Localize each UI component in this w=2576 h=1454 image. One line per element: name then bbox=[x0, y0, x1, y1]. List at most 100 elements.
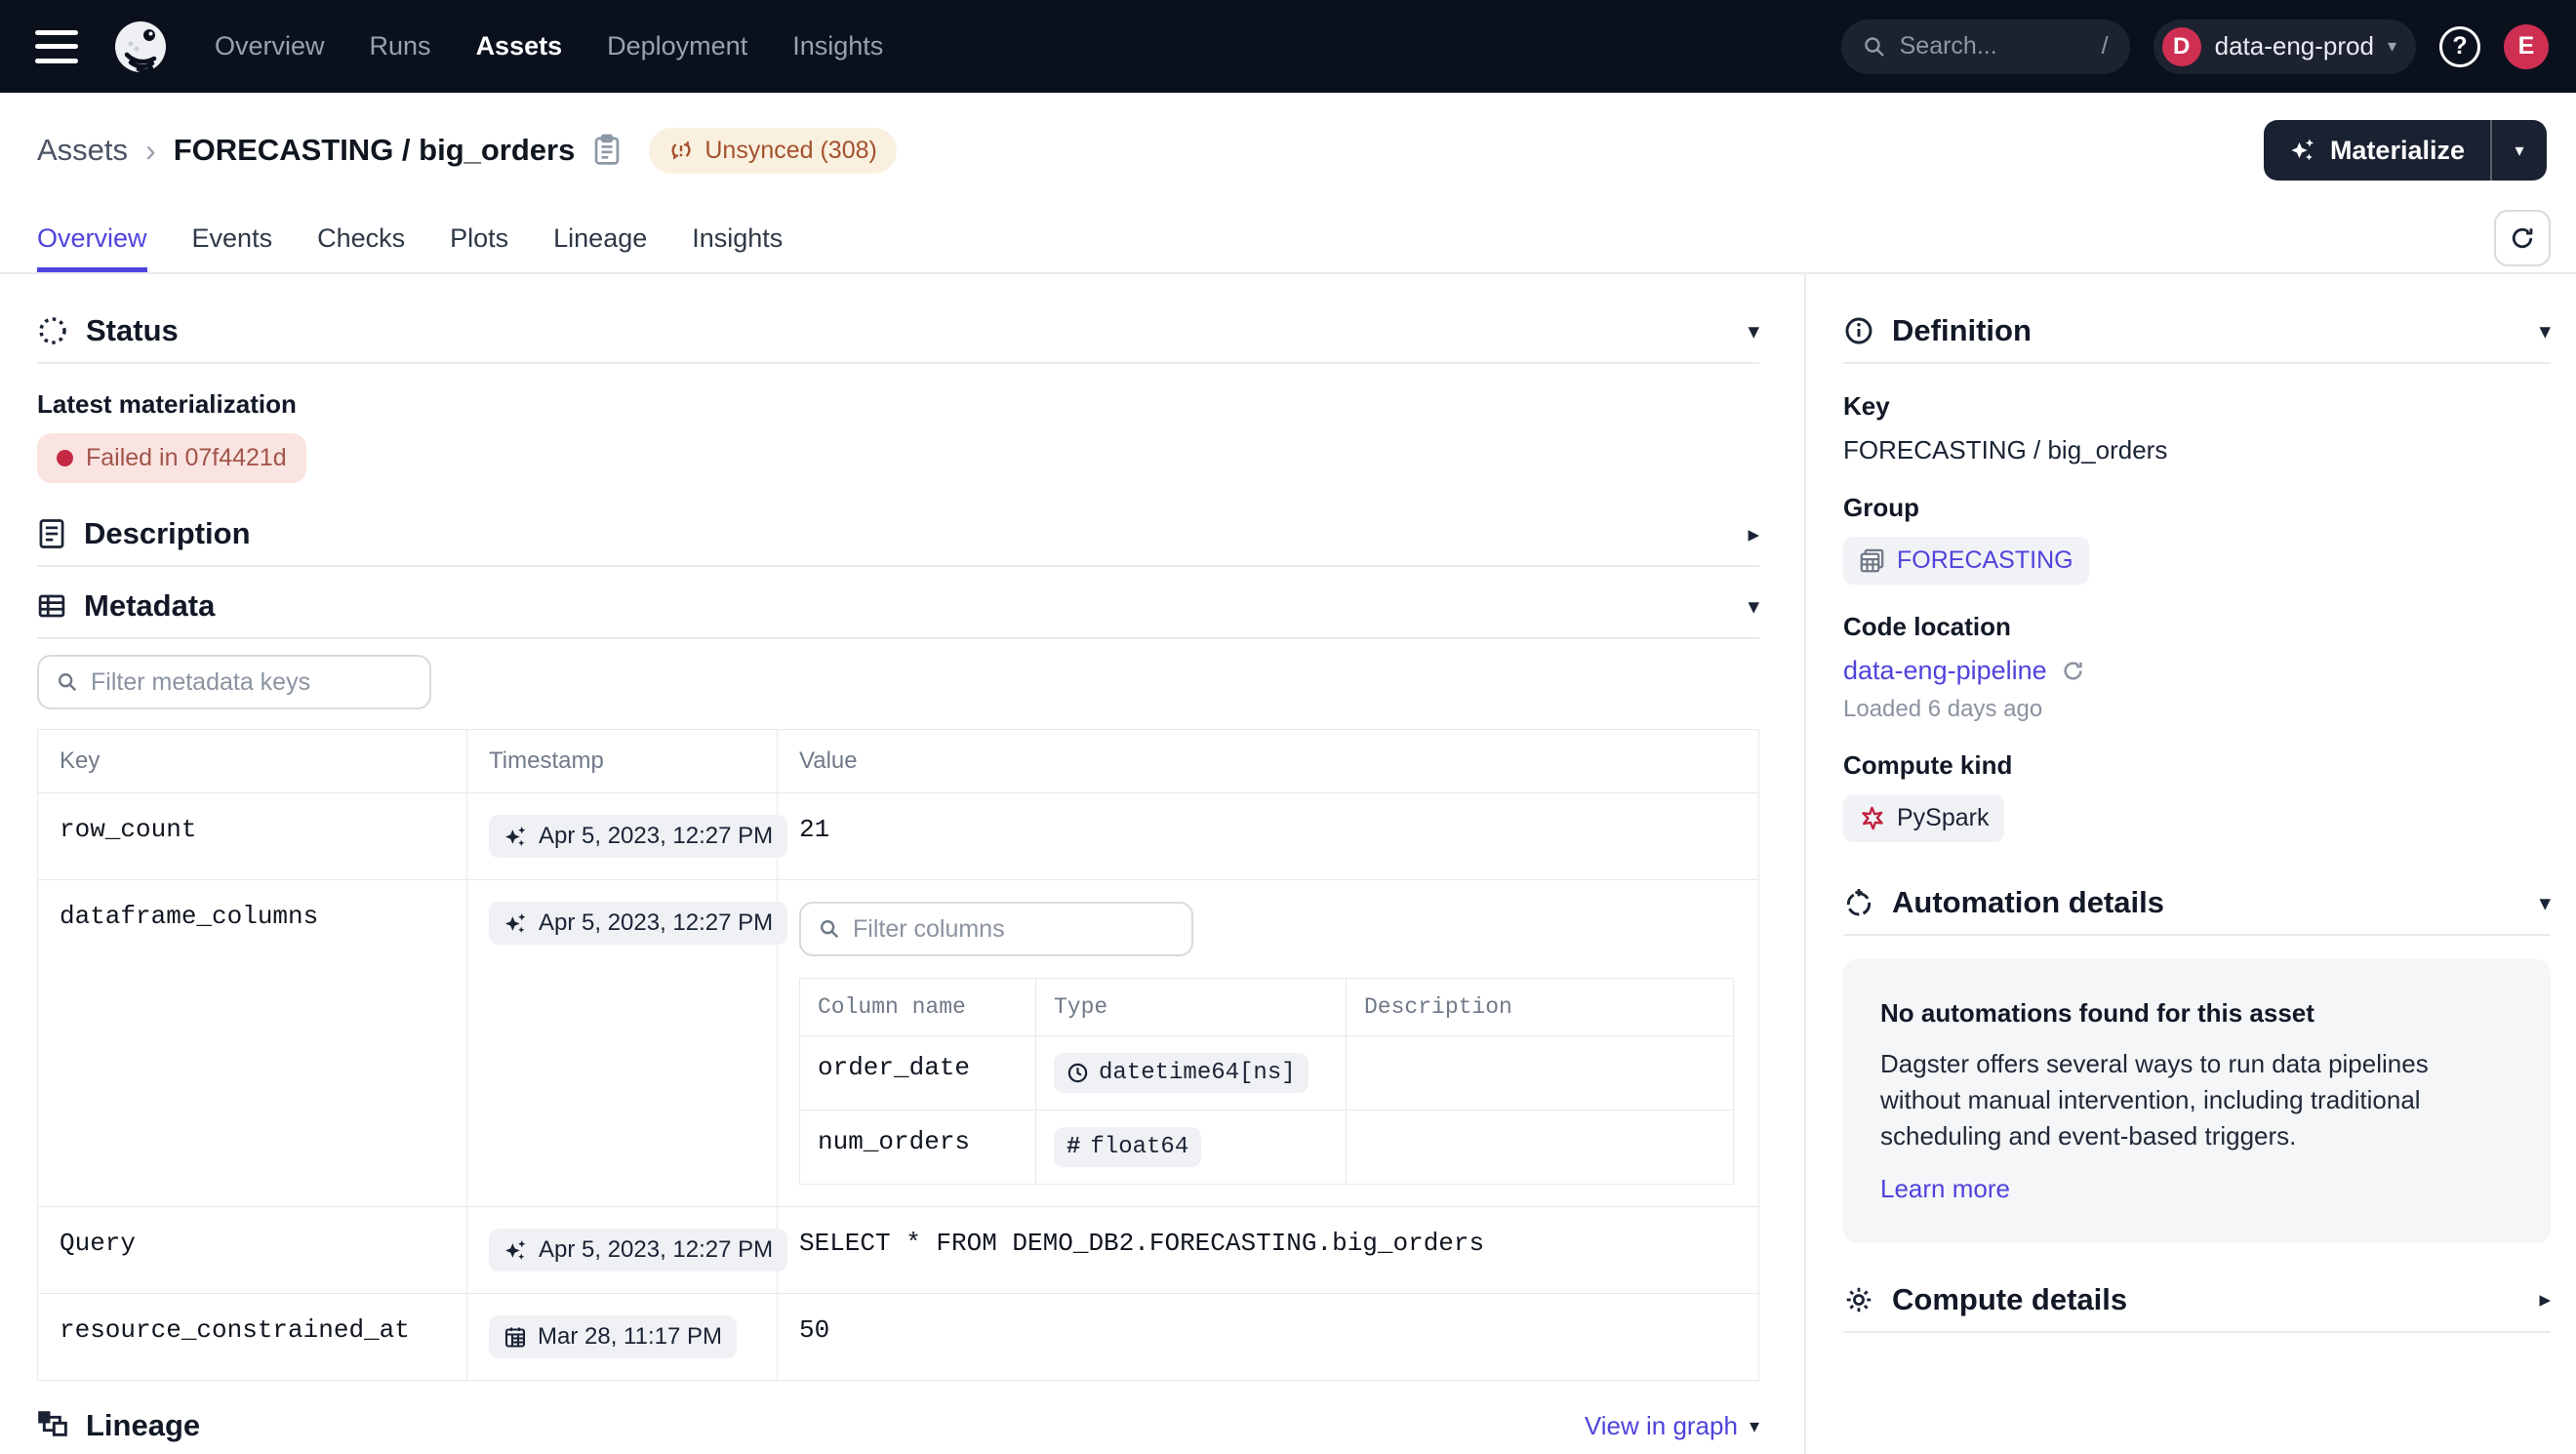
sparkle-icon bbox=[505, 1239, 526, 1260]
workspace-switcher[interactable]: D data-eng-prod ▾ bbox=[2153, 19, 2416, 74]
key-value: FORECASTING / big_orders bbox=[1843, 435, 2168, 464]
unsynced-badge[interactable]: Unsynced (308) bbox=[649, 127, 897, 174]
refresh-button[interactable] bbox=[2494, 210, 2551, 266]
workspace-initial-badge: D bbox=[2161, 26, 2201, 66]
chevron-right-icon[interactable]: ▸ bbox=[1748, 520, 1759, 546]
metadata-table: Key Timestamp Value row_count Apr 5, 202… bbox=[37, 729, 1759, 1381]
nav-item-deployment[interactable]: Deployment bbox=[607, 31, 748, 61]
menu-icon[interactable] bbox=[35, 29, 78, 63]
avatar[interactable]: E bbox=[2504, 23, 2549, 69]
table-row: dataframe_columns Apr 5, 2023, 12:27 PM bbox=[37, 879, 1759, 1207]
type-badge: # float64 bbox=[1054, 1127, 1202, 1167]
key-label: Key bbox=[1843, 391, 1890, 421]
sparkle-icon bbox=[505, 912, 526, 933]
asset-tabs: Overview Events Checks Plots Lineage Ins… bbox=[0, 208, 2576, 274]
materialize-button-label: Materialize bbox=[2329, 135, 2465, 165]
dagster-logo-icon[interactable] bbox=[113, 20, 168, 74]
primary-nav: Overview Runs Assets Deployment Insights bbox=[215, 31, 883, 61]
search-icon bbox=[1863, 35, 1886, 59]
top-nav: Overview Runs Assets Deployment Insights… bbox=[0, 0, 2576, 93]
no-automations-card: No automations found for this asset Dags… bbox=[1843, 959, 2551, 1243]
sparkle-icon bbox=[505, 826, 526, 846]
failed-run-badge[interactable]: Failed in 07f4421d bbox=[37, 433, 306, 483]
tab-insights[interactable]: Insights bbox=[692, 223, 784, 253]
timestamp-label: Apr 5, 2023, 12:27 PM bbox=[539, 1236, 774, 1263]
no-automations-title: No automations found for this asset bbox=[1880, 998, 2314, 1028]
code-location-link[interactable]: data-eng-pipeline bbox=[1843, 656, 2047, 685]
col-header-value: Value bbox=[777, 729, 1759, 793]
nav-item-runs[interactable]: Runs bbox=[369, 31, 431, 61]
lineage-section-title: Lineage bbox=[86, 1408, 201, 1442]
tab-lineage[interactable]: Lineage bbox=[553, 223, 648, 253]
definition-sidebar: Definition ▾ Key FORECASTING / big_order… bbox=[1806, 274, 2576, 1454]
tab-plots[interactable]: Plots bbox=[450, 223, 509, 253]
table-row: order_date datetime64[ns] bbox=[799, 1035, 1734, 1111]
group-badge[interactable]: FORECASTING bbox=[1843, 537, 2089, 585]
metadata-value: 50 bbox=[777, 1293, 1759, 1381]
description-icon bbox=[37, 518, 66, 549]
nav-item-overview[interactable]: Overview bbox=[215, 31, 325, 61]
tab-checks[interactable]: Checks bbox=[317, 223, 406, 253]
number-icon: # bbox=[1067, 1134, 1081, 1160]
chevron-down-icon[interactable]: ▾ bbox=[2539, 317, 2551, 343]
column-name: num_orders bbox=[799, 1110, 1036, 1185]
timestamp-label: Mar 28, 11:17 PM bbox=[538, 1323, 722, 1350]
chevron-down-icon[interactable]: ▾ bbox=[1748, 317, 1759, 343]
code-location-loaded: Loaded 6 days ago bbox=[1843, 696, 2043, 722]
page-header: Assets › FORECASTING / big_orders Unsync… bbox=[0, 93, 2576, 208]
view-in-graph-link[interactable]: View in graph bbox=[1584, 1410, 1738, 1440]
timestamp-badge[interactable]: Mar 28, 11:17 PM bbox=[489, 1315, 737, 1358]
no-automations-body: Dagster offers several ways to run data … bbox=[1880, 1049, 2429, 1151]
reload-icon[interactable] bbox=[2061, 659, 2085, 683]
chevron-right-icon[interactable]: ▸ bbox=[2539, 1286, 2551, 1313]
metadata-filter-input[interactable] bbox=[91, 667, 412, 697]
code-location-label: Code location bbox=[1843, 612, 2011, 641]
materialize-button[interactable]: Materialize bbox=[2264, 120, 2490, 181]
metadata-value: SELECT * FROM DEMO_DB2.FORECASTING.big_o… bbox=[777, 1206, 1759, 1294]
materialize-split-button: Materialize ▾ bbox=[2263, 120, 2547, 181]
main-column: Status ▾ Latest materialization Failed i… bbox=[0, 274, 1806, 1454]
column-name: order_date bbox=[799, 1035, 1036, 1111]
calendar-icon bbox=[504, 1327, 526, 1348]
global-search[interactable]: / bbox=[1840, 19, 2130, 74]
compute-details-section-header: Compute details ▸ bbox=[1843, 1269, 2551, 1331]
timestamp-badge[interactable]: Apr 5, 2023, 12:27 PM bbox=[489, 1229, 788, 1272]
tab-events[interactable]: Events bbox=[191, 223, 273, 253]
help-icon[interactable]: ? bbox=[2439, 25, 2480, 67]
group-table-icon bbox=[1860, 548, 1884, 573]
search-input[interactable] bbox=[1899, 32, 2088, 61]
type-label: float64 bbox=[1090, 1134, 1189, 1160]
clock-icon bbox=[1067, 1063, 1088, 1083]
sync-alert-icon bbox=[668, 138, 694, 163]
definition-section-header: Definition ▾ bbox=[1843, 300, 2551, 362]
page-title: FORECASTING / big_orders bbox=[173, 133, 576, 167]
copy-icon[interactable] bbox=[592, 134, 622, 167]
metadata-key: Query bbox=[37, 1206, 467, 1294]
timestamp-label: Apr 5, 2023, 12:27 PM bbox=[539, 909, 774, 936]
group-badge-label: FORECASTING bbox=[1897, 546, 2073, 574]
group-label: Group bbox=[1843, 493, 1919, 522]
compute-kind-badge[interactable]: PySpark bbox=[1843, 794, 2005, 842]
timestamp-badge[interactable]: Apr 5, 2023, 12:27 PM bbox=[489, 902, 788, 945]
definition-section-title: Definition bbox=[1892, 313, 2032, 347]
tab-overview[interactable]: Overview bbox=[37, 208, 147, 272]
compute-details-section-title: Compute details bbox=[1892, 1281, 2128, 1316]
timestamp-label: Apr 5, 2023, 12:27 PM bbox=[539, 823, 774, 849]
chevron-down-icon: ▾ bbox=[2387, 36, 2396, 56]
status-icon bbox=[37, 315, 68, 346]
chevron-down-icon[interactable]: ▾ bbox=[1748, 592, 1759, 619]
table-row: Query Apr 5, 2023, 12:27 PM SELECT * FRO… bbox=[37, 1206, 1759, 1294]
description-section-header: Description ▸ bbox=[37, 503, 1759, 565]
timestamp-badge[interactable]: Apr 5, 2023, 12:27 PM bbox=[489, 815, 788, 858]
materialize-dropdown-button[interactable]: ▾ bbox=[2492, 120, 2547, 181]
chevron-down-icon[interactable]: ▾ bbox=[1749, 1415, 1759, 1437]
dataframe-columns-table: Column name Type Description order_date … bbox=[799, 978, 1734, 1185]
chevron-down-icon[interactable]: ▾ bbox=[2539, 889, 2551, 915]
columns-filter-input[interactable] bbox=[853, 914, 1174, 944]
nav-item-insights[interactable]: Insights bbox=[792, 31, 884, 61]
refresh-icon bbox=[2509, 224, 2536, 252]
learn-more-link[interactable]: Learn more bbox=[1880, 1173, 2010, 1203]
nav-item-assets[interactable]: Assets bbox=[475, 31, 563, 61]
breadcrumb-assets-link[interactable]: Assets bbox=[37, 133, 129, 167]
